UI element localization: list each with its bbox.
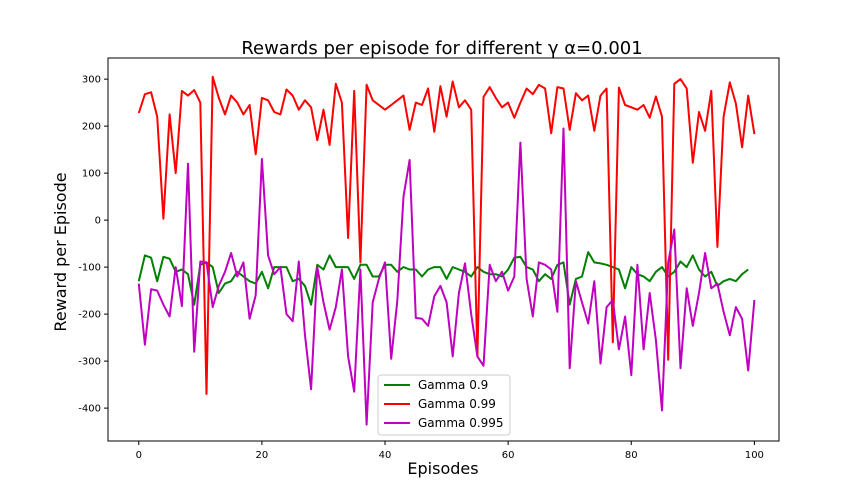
y-tick-label: -100	[78, 263, 101, 274]
x-tick-label: 80	[625, 450, 638, 461]
series-line-1	[137, 75, 756, 395]
y-tick-label: -200	[78, 310, 101, 321]
y-tick-label: 100	[82, 169, 101, 180]
y-axis-ticks: -400 -300 -200 -100 0 100 200 300	[78, 75, 108, 415]
series-line-2	[137, 127, 756, 426]
axes-frame	[107, 57, 780, 442]
legend-label-2: Gamma 0.995	[418, 416, 504, 430]
x-tick-label: 0	[136, 450, 142, 461]
y-tick-label: -400	[78, 404, 101, 415]
legend-label-0: Gamma 0.9	[418, 378, 488, 392]
series-line-0	[137, 251, 749, 306]
legend: Gamma 0.9 Gamma 0.99 Gamma 0.995	[377, 374, 511, 436]
y-tick-label: 200	[82, 122, 101, 133]
y-axis-label: Reward per Episode	[51, 172, 70, 331]
x-tick-label: 100	[745, 450, 764, 461]
x-axis-label: Episodes	[407, 459, 478, 478]
y-tick-label: 0	[95, 216, 101, 227]
legend-label-1: Gamma 0.99	[418, 397, 496, 411]
legend-box	[377, 374, 511, 436]
x-tick-label: 60	[502, 450, 515, 461]
y-tick-label: 300	[82, 75, 101, 86]
chart-title: Rewards per episode for different γ α=0.…	[241, 38, 642, 59]
plot-area	[107, 57, 780, 442]
x-tick-label: 40	[379, 450, 392, 461]
x-axis-ticks: 0 20 40 60 80 100	[136, 441, 764, 461]
x-tick-label: 20	[256, 450, 269, 461]
y-tick-label: -300	[78, 357, 101, 368]
series-layer	[137, 75, 756, 426]
